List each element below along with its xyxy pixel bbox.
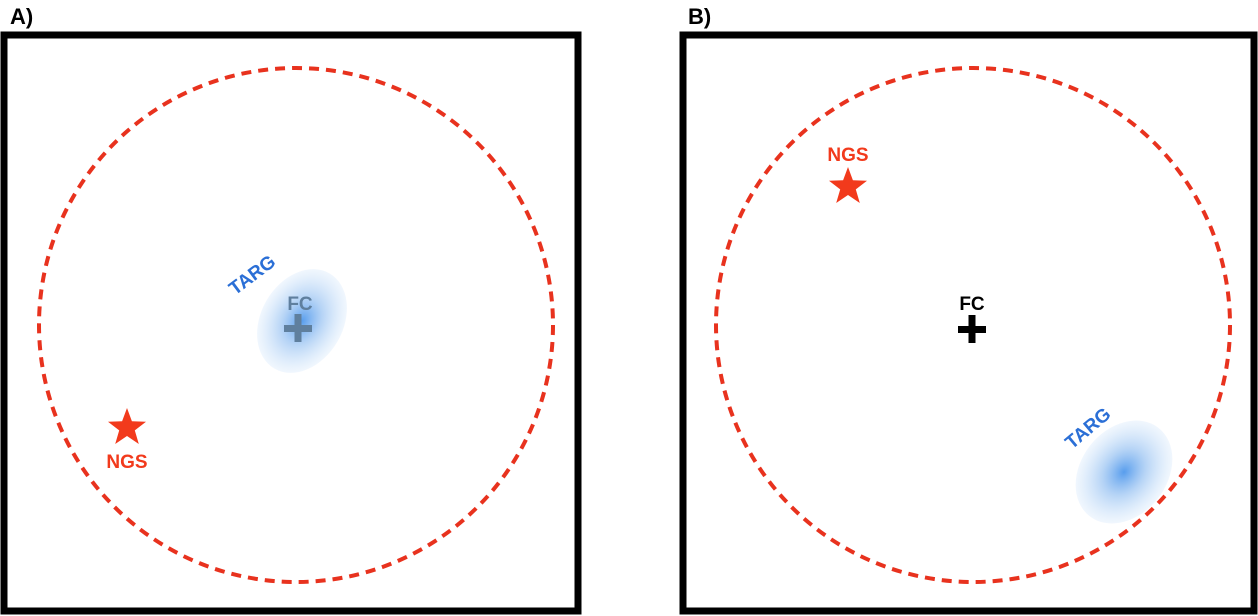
panel-b: NGS FC TARG	[679, 31, 1258, 615]
panel-a-fc-cross-icon	[284, 314, 312, 342]
panel-b-ngs-label: NGS	[827, 145, 868, 166]
panel-a-field-of-view-circle	[37, 66, 555, 584]
panel-b-field-of-view-circle	[714, 66, 1232, 584]
panel-b-target-blob	[1075, 420, 1173, 524]
panel-b-label: B)	[688, 4, 712, 29]
panel-a-label: A)	[10, 4, 34, 29]
panel-a: FC TARG NGS	[0, 31, 582, 615]
panel-a-ngs-label: NGS	[106, 452, 147, 473]
panel-b-fc-cross-icon	[958, 315, 986, 343]
panel-b-ngs-star-icon	[829, 167, 867, 203]
panel-b-frame	[679, 31, 1258, 615]
panel-a-targ-label: TARG	[225, 251, 280, 299]
panel-a-target-blob	[257, 269, 347, 373]
panel-b-fc-label: FC	[959, 294, 985, 315]
panel-a-frame	[0, 31, 582, 615]
panel-a-fc-label: FC	[287, 294, 313, 315]
panel-a-ngs-star-icon	[108, 408, 146, 444]
